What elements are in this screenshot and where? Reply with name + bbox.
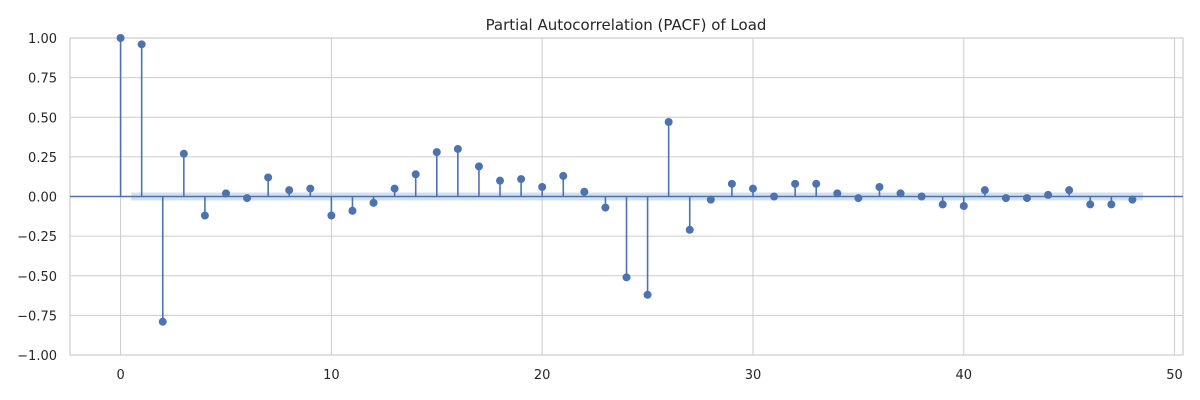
x-tick-label: 50 [1166,368,1183,383]
pacf-point [980,186,989,195]
pacf-point [243,194,252,203]
pacf-point [917,192,926,201]
x-tick-label: 0 [116,368,124,383]
y-tick-label: 0.50 [28,111,57,126]
pacf-point [285,186,294,195]
tick-labels: 0 10 20 30 40 50 1.00 0.75 0.50 0.25 0.00 −0.25 −0.5… [17,32,1183,383]
stem-series [70,34,1183,326]
pacf-point [1086,200,1095,209]
pacf-point [348,206,357,215]
pacf-point [875,182,884,191]
pacf-point [264,173,273,182]
pacf-point [833,189,842,198]
pacf-point [116,34,125,42]
pacf-point [390,184,399,193]
pacf-point [643,290,652,299]
pacf-point [770,192,779,201]
pacf-point [1044,190,1053,199]
pacf-point [158,317,167,326]
y-tick-label: −0.25 [17,230,57,245]
pacf-point [517,175,526,184]
pacf-point [854,194,863,203]
pacf-point [137,40,146,49]
y-tick-label: 0.75 [28,72,57,87]
pacf-point [601,203,610,212]
pacf-point [1023,194,1032,203]
pacf-point [959,202,968,211]
pacf-point [559,171,568,180]
pacf-point [812,179,821,188]
pacf-point [411,170,420,179]
pacf-point [496,176,505,185]
pacf-point [727,179,736,188]
pacf-point [432,148,441,157]
y-tick-label: −0.50 [17,270,57,285]
x-tick-label: 10 [323,368,340,383]
x-tick-label: 40 [955,368,972,383]
pacf-point [306,184,315,193]
pacf-point [1065,186,1074,195]
pacf-point [664,118,673,127]
pacf-point [369,198,378,207]
pacf-point [748,184,757,193]
pacf-point [1001,194,1010,203]
pacf-point [200,211,209,220]
pacf-point [622,273,631,282]
x-tick-label: 20 [534,368,551,383]
pacf-point [221,189,230,198]
pacf-point [1107,200,1116,209]
y-tick-label: 0.00 [28,191,57,206]
pacf-point [1128,195,1137,204]
x-tick-label: 30 [745,368,762,383]
y-tick-label: −0.75 [17,309,57,324]
chart-title: Partial Autocorrelation (PACF) of Load [486,16,767,34]
pacf-point [474,162,483,171]
pacf-point [179,149,188,158]
y-tick-label: 0.25 [28,151,57,166]
pacf-point [580,187,589,196]
pacf-point [453,144,462,153]
y-tick-label: −1.00 [17,349,57,364]
pacf-point [706,195,715,204]
pacf-point [896,189,905,198]
y-tick-label: 1.00 [28,32,57,47]
pacf-point [327,211,336,220]
pacf-point [791,179,800,188]
pacf-point [938,200,947,209]
pacf-point [685,225,694,234]
pacf-point [538,182,547,191]
